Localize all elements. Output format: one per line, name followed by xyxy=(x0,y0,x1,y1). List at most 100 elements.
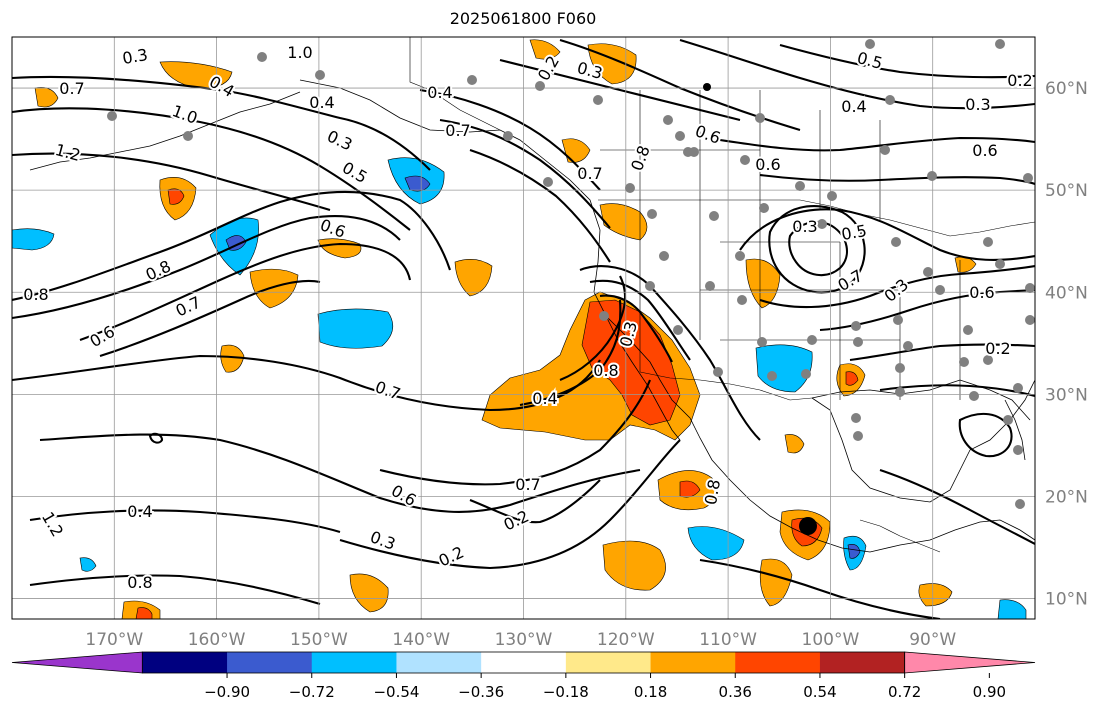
positive-anomaly-region xyxy=(454,258,493,297)
station-marker xyxy=(735,251,745,261)
station-marker xyxy=(645,281,655,291)
longitude-label: 100°W xyxy=(802,630,860,650)
colorbar-tick-label: 0.90 xyxy=(973,683,1006,701)
positive-anomaly-region xyxy=(159,61,233,89)
negative-anomaly-region xyxy=(79,557,97,572)
contour-line xyxy=(759,264,1035,309)
station-marker xyxy=(1025,315,1035,325)
contour-label: 0.8 xyxy=(701,478,724,506)
colorbar-tick-label: −0.18 xyxy=(543,683,589,701)
colorbar-segment xyxy=(142,652,228,673)
station-marker xyxy=(737,295,747,305)
negative-anomaly-region xyxy=(12,228,55,251)
contour-line xyxy=(879,469,1035,545)
contour-line xyxy=(419,88,601,191)
station-marker xyxy=(880,145,890,155)
station-marker xyxy=(755,113,765,123)
station-marker xyxy=(315,70,325,80)
colorbar-segment xyxy=(311,652,397,673)
station-marker xyxy=(689,147,699,157)
station-marker xyxy=(853,431,863,441)
positive-anomaly-region xyxy=(529,39,561,60)
station-marker xyxy=(107,111,117,121)
colorbar-tick-label: −0.72 xyxy=(289,683,335,701)
contour-label-halo: 0.4 xyxy=(532,389,557,408)
contour-label: 0.6 xyxy=(972,141,997,160)
contour-label: 0.3 xyxy=(121,45,149,68)
alaska-canada-border xyxy=(409,37,501,131)
station-marker xyxy=(467,75,477,85)
contour-line xyxy=(768,205,866,294)
station-marker xyxy=(969,391,979,401)
station-marker xyxy=(817,219,827,229)
colorbar-segment xyxy=(735,652,821,673)
station-marker xyxy=(625,183,635,193)
strong-positive-anomaly-region xyxy=(135,607,153,619)
contour-line xyxy=(739,208,1035,261)
colorbar-extend-max xyxy=(904,651,1036,674)
contour-label-halo: 0.7 xyxy=(577,164,602,183)
colorbar-segment xyxy=(650,652,736,673)
contour-label: 0.6 xyxy=(755,155,780,174)
strong-negative-anomaly-region xyxy=(404,175,431,192)
station-marker xyxy=(891,237,901,247)
contour-label: 0.7 xyxy=(577,164,602,183)
longitude-label: 120°W xyxy=(597,630,655,650)
longitude-labels: 170°W 160°W 150°W 140°W 130°W 120°W 110°W 100°W… xyxy=(85,630,956,650)
north-america-coastline xyxy=(299,79,1035,553)
contour-label-halo: 0.6 xyxy=(972,141,997,160)
contour-line xyxy=(439,118,611,229)
contour-label: 1.0 xyxy=(287,43,312,62)
positive-anomaly-region xyxy=(602,540,666,591)
station-marker xyxy=(923,267,933,277)
central-america-border xyxy=(859,519,941,553)
contour-label-halo: 0.6 xyxy=(755,155,780,174)
positive-anomaly-region xyxy=(745,258,781,309)
station-marker xyxy=(983,237,993,247)
colorbar-tick-label: −0.54 xyxy=(373,683,419,701)
station-marker xyxy=(593,95,603,105)
contour-line xyxy=(99,279,321,358)
latitude-labels: 60°N 50°N 40°N 30°N 20°N 10°N xyxy=(1045,79,1088,610)
negative-anomaly-region xyxy=(997,599,1027,619)
station-marker xyxy=(895,363,905,373)
contour-line xyxy=(79,242,412,341)
longitude-label: 130°W xyxy=(495,630,553,650)
contour-label: 0.6 xyxy=(969,283,994,302)
florida-coastline xyxy=(1004,399,1026,461)
station-marker xyxy=(257,52,267,62)
contour-label-halo: 0.7 xyxy=(445,121,470,140)
contour-label: 0.5 xyxy=(840,221,868,244)
contour-label-halo: 0.4 xyxy=(427,83,452,102)
map-frame xyxy=(11,36,1036,620)
station-marker-black xyxy=(703,83,711,91)
station-marker xyxy=(995,39,1005,49)
anomaly-shading xyxy=(12,39,1027,619)
colorbar-segment xyxy=(565,652,652,673)
longitude-label: 90°W xyxy=(909,630,956,650)
station-marker xyxy=(935,285,945,295)
station-marker xyxy=(1003,415,1013,425)
station-marker xyxy=(663,115,673,125)
contour-label-halo: 0.6 xyxy=(969,283,994,302)
contour-label: 0.3 xyxy=(965,95,990,114)
station-marker xyxy=(903,341,913,351)
contour-label-halo: 0.3 xyxy=(792,217,817,236)
station-marker xyxy=(675,131,685,141)
contour-label-halo: 0.7 xyxy=(59,79,84,98)
longitude-label: 160°W xyxy=(188,630,246,650)
contour-line xyxy=(579,265,761,441)
colorbar-segment xyxy=(227,652,313,673)
contour-lines xyxy=(12,38,1035,619)
negative-anomaly-region xyxy=(317,308,394,349)
station-marker xyxy=(827,191,837,201)
strong-positive-anomaly-region xyxy=(845,371,859,386)
station-marker xyxy=(599,311,609,321)
positive-anomaly-region xyxy=(220,344,245,373)
station-marker xyxy=(1025,283,1035,293)
contour-label: 0.2 xyxy=(1007,71,1032,90)
station-marker xyxy=(801,369,811,379)
negative-anomaly-region xyxy=(687,526,745,561)
contour-label: 0.2 xyxy=(985,339,1010,358)
latitude-label: 60°N xyxy=(1045,79,1088,99)
